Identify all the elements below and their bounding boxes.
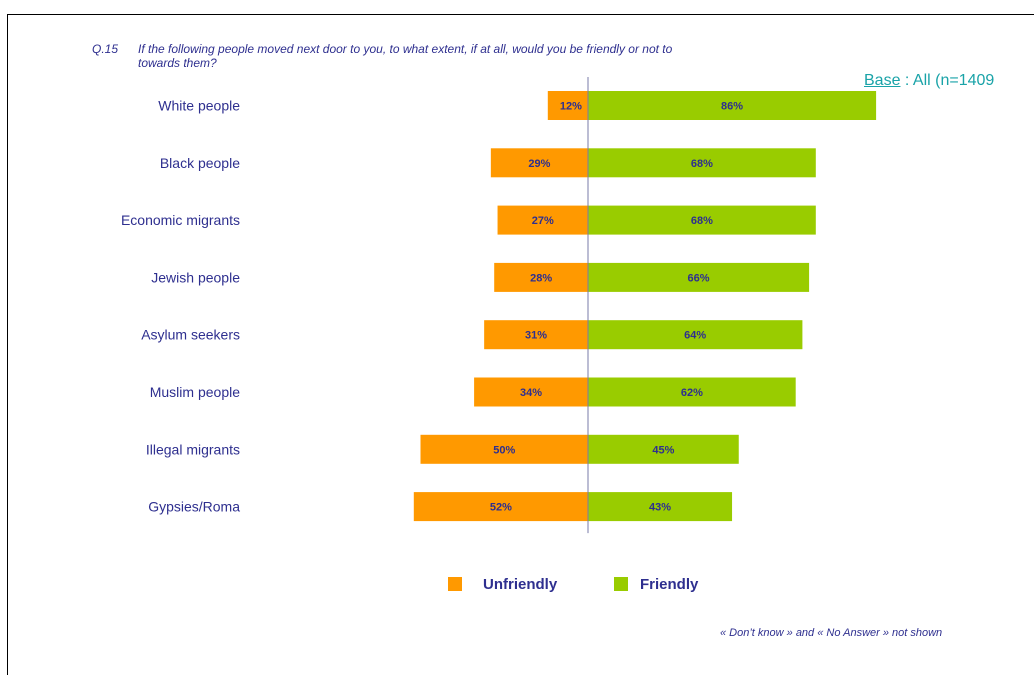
question-number: Q.15: [92, 42, 119, 56]
bar-unfriendly: [497, 205, 588, 235]
diverging-bar-chart: White people 12% 86% Black people 29% 68% Econ…: [121, 77, 877, 593]
data-label-friendly: 86%: [721, 101, 743, 113]
data-label-unfriendly: 27%: [532, 215, 554, 227]
bar-unfriendly: [490, 148, 588, 178]
category-label: White people: [158, 98, 240, 114]
bar-unfriendly: [494, 262, 588, 292]
data-label-unfriendly: 28%: [530, 272, 552, 284]
category-label: Jewish people: [151, 269, 240, 285]
category-label: Asylum seekers: [141, 327, 240, 343]
bar-unfriendly: [474, 377, 588, 407]
question-text: Q.15 If the following people moved next d…: [92, 42, 952, 70]
data-label-unfriendly: 50%: [493, 444, 515, 456]
data-label-friendly: 43%: [649, 502, 671, 514]
footnote: « Don’t know » and « No Answer » not sho…: [720, 627, 943, 639]
legend-label-friendly: Friendly: [640, 576, 699, 593]
legend-swatch-friendly: [614, 577, 628, 591]
data-label-friendly: 68%: [691, 158, 713, 170]
data-label-unfriendly: 12%: [560, 101, 582, 113]
category-label: Muslim people: [150, 384, 240, 400]
data-label-unfriendly: 31%: [525, 330, 547, 342]
bar-unfriendly: [420, 434, 588, 464]
bar-friendly: [588, 377, 796, 407]
bar-friendly: [588, 320, 803, 350]
bar-friendly: [588, 492, 733, 522]
category-label: Illegal migrants: [146, 441, 240, 457]
data-label-unfriendly: 34%: [520, 387, 542, 399]
data-label-friendly: 45%: [652, 444, 674, 456]
category-label: Black people: [160, 155, 240, 171]
chart-frame: [7, 14, 1034, 675]
bar-friendly: [588, 434, 739, 464]
bar-friendly: [588, 148, 816, 178]
base-label: Base: [864, 72, 901, 89]
bar-friendly: [588, 262, 810, 292]
category-label: Economic migrants: [121, 212, 240, 228]
legend-swatch-unfriendly: [448, 577, 462, 591]
data-label-unfriendly: 52%: [490, 502, 512, 514]
legend-label-unfriendly: Unfriendly: [483, 576, 558, 593]
bar-friendly: [588, 91, 877, 120]
question-line-1: If the following people moved next door …: [138, 42, 673, 56]
bar-friendly: [588, 205, 816, 235]
data-label-friendly: 64%: [684, 330, 706, 342]
bar-unfriendly: [547, 91, 588, 120]
category-label: Gypsies/Roma: [148, 499, 240, 515]
data-label-friendly: 66%: [688, 272, 710, 284]
data-label-friendly: 68%: [691, 215, 713, 227]
base-note: Base : All (n=1409: [864, 72, 994, 90]
question-line-2: towards them?: [138, 56, 217, 70]
bar-unfriendly: [413, 492, 588, 522]
bar-unfriendly: [484, 320, 588, 350]
data-label-unfriendly: 29%: [528, 158, 550, 170]
data-label-friendly: 62%: [681, 387, 703, 399]
base-value: : All (n=1409: [900, 72, 995, 89]
